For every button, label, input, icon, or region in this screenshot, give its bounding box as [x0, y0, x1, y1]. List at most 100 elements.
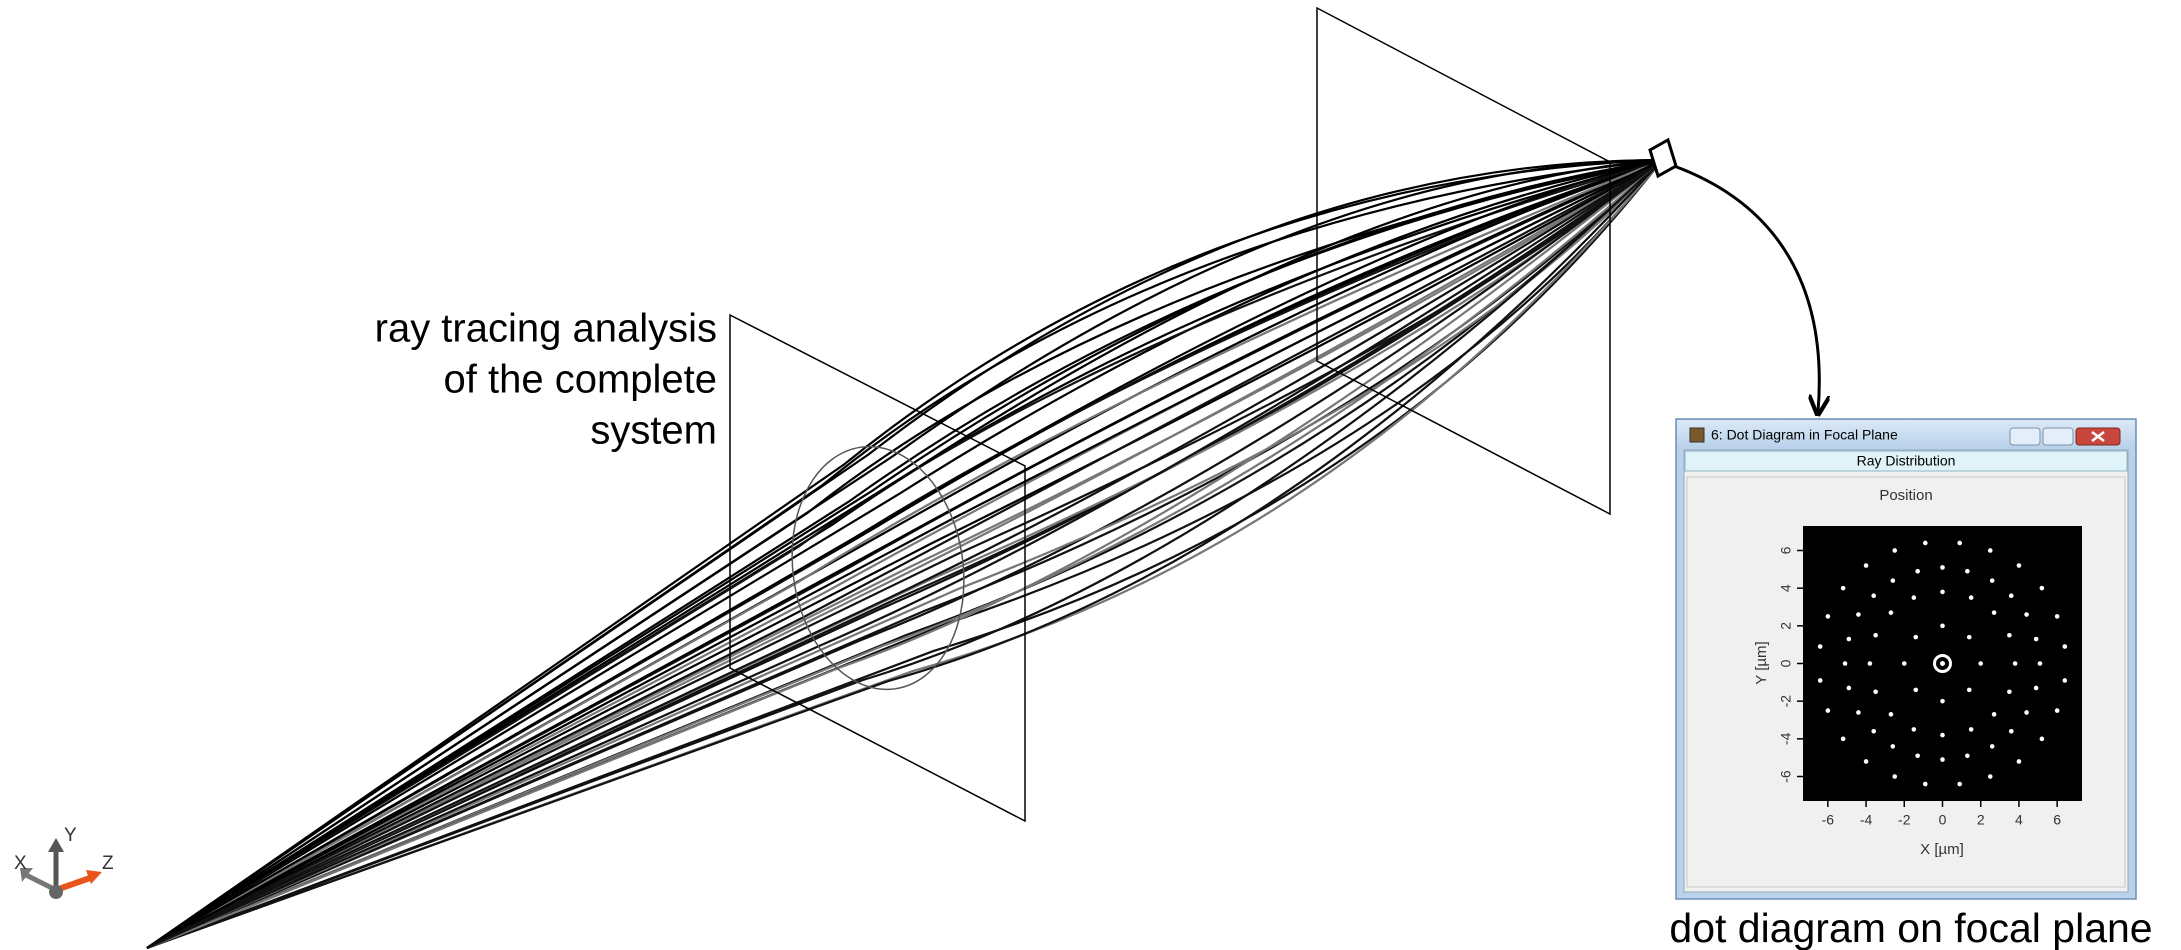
dot	[2024, 612, 2029, 617]
x-tick-label: 0	[1939, 812, 1947, 828]
dot	[2017, 759, 2022, 764]
scene: ray tracing analysis of the complete sys…	[0, 0, 2181, 950]
dot	[1841, 586, 1846, 591]
dot	[2009, 729, 2014, 734]
x-tick-label: -6	[1822, 812, 1835, 828]
dot	[1940, 624, 1945, 629]
dot	[1969, 595, 1974, 600]
dot	[1965, 569, 1970, 574]
dot	[1864, 563, 1869, 568]
dot	[1915, 569, 1920, 574]
y-tick-label: -6	[1778, 770, 1794, 783]
dot	[1891, 578, 1896, 583]
dot	[1864, 759, 1869, 764]
ray	[147, 160, 1662, 948]
dot	[1891, 744, 1896, 749]
dot	[1871, 593, 1876, 598]
dot	[1873, 689, 1878, 694]
triad-label: X	[14, 853, 27, 874]
annotation: ray tracing analysis	[375, 307, 717, 351]
triad-y-head	[48, 838, 64, 852]
y-axis-label: Y [µm]	[1753, 641, 1770, 684]
dot	[1992, 610, 1997, 615]
dot	[2024, 710, 2029, 715]
dot	[1889, 712, 1894, 717]
dot	[1940, 699, 1945, 704]
arrow	[1674, 166, 1819, 412]
y-tick-label: 0	[1778, 659, 1794, 667]
dot	[1873, 633, 1878, 638]
dot	[1965, 753, 1970, 758]
dot	[1990, 578, 1995, 583]
dot	[1847, 637, 1852, 642]
dot	[1988, 774, 1993, 779]
lens-plane	[730, 315, 1025, 821]
maximize-button[interactable]	[2043, 428, 2073, 445]
dot	[1913, 635, 1918, 640]
dot	[1912, 595, 1917, 600]
dot	[1818, 678, 1823, 683]
dot	[2013, 661, 2018, 666]
x-tick-label: -2	[1898, 812, 1911, 828]
dot	[2055, 708, 2060, 713]
dot	[1892, 774, 1897, 779]
x-tick-label: 2	[1977, 812, 1985, 828]
dot	[1967, 688, 1972, 693]
dot	[1826, 708, 1831, 713]
chart-title: Position	[1879, 487, 1932, 504]
dot	[1841, 737, 1846, 742]
dot	[1978, 661, 1983, 666]
dot	[1940, 757, 1945, 762]
window-title: 6: Dot Diagram in Focal Plane	[1711, 427, 1898, 443]
triad-label: Y	[64, 825, 77, 846]
tab-label[interactable]: Ray Distribution	[1857, 453, 1956, 469]
dot	[1957, 782, 1962, 787]
dot	[2034, 686, 2039, 691]
x-tick-label: 6	[2053, 812, 2061, 828]
dot	[1871, 729, 1876, 734]
axis-triad: Y X Z	[14, 825, 114, 899]
dot	[1988, 548, 1993, 553]
dot	[2063, 678, 2068, 683]
y-tick-label: -2	[1778, 695, 1794, 708]
y-tick-label: 2	[1778, 622, 1794, 630]
dot	[2009, 593, 2014, 598]
dot	[1902, 661, 1907, 666]
dot	[1969, 727, 1974, 732]
dot	[1940, 565, 1945, 570]
triad-label: Z	[102, 853, 114, 874]
dot	[1923, 541, 1928, 546]
dot	[2040, 737, 2045, 742]
annotation: of the complete	[444, 358, 718, 402]
center-spot	[1940, 661, 1945, 666]
y-tick-label: -4	[1778, 732, 1794, 745]
dot	[1826, 614, 1831, 619]
dot	[1957, 541, 1962, 546]
dot	[2017, 563, 2022, 568]
page: {"annotations": {"ray_tracing": ["ray tr…	[0, 0, 2181, 950]
dot	[2007, 633, 2012, 638]
window-icon	[1690, 428, 1704, 442]
dot	[1847, 686, 1852, 691]
annotation: dot diagram on focal plane	[1669, 905, 2152, 950]
dot	[2007, 689, 2012, 694]
x-axis-label: X [µm]	[1920, 841, 1964, 858]
dot	[1892, 548, 1897, 553]
dot	[2055, 614, 2060, 619]
minimize-button[interactable]	[2010, 428, 2040, 445]
x-tick-label: 4	[2015, 812, 2023, 828]
dot	[1818, 644, 1823, 649]
dot	[2040, 586, 2045, 591]
x-tick-label: -4	[1860, 812, 1873, 828]
dot	[2034, 637, 2039, 642]
ray-bundle	[147, 160, 1662, 948]
dot	[1992, 712, 1997, 717]
y-tick-label: 6	[1778, 546, 1794, 554]
dot	[2063, 644, 2068, 649]
dot	[1912, 727, 1917, 732]
dot	[1915, 753, 1920, 758]
dot	[1913, 688, 1918, 693]
dot	[1868, 661, 1873, 666]
dot	[1940, 590, 1945, 595]
dot	[1990, 744, 1995, 749]
